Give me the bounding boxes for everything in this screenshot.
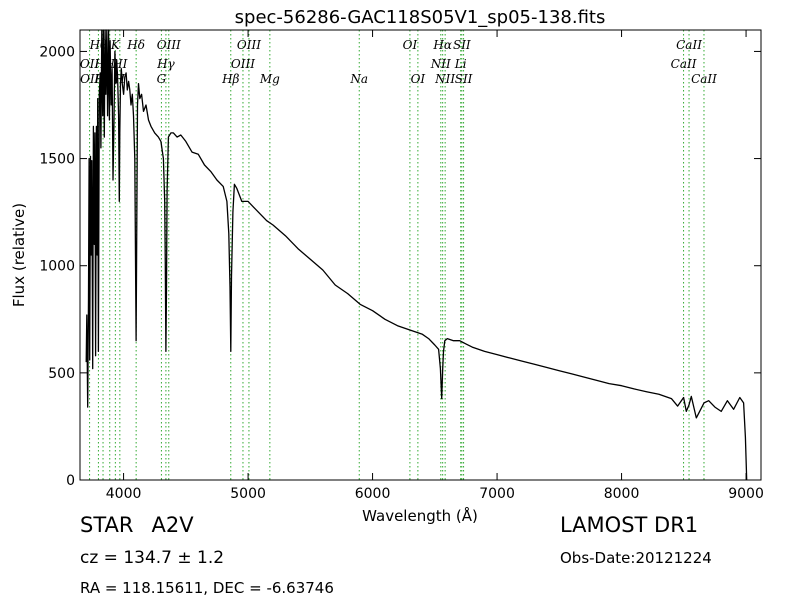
- line-label-row3-9: SII: [455, 72, 473, 86]
- line-label-row2-6: NII: [430, 57, 451, 71]
- survey-label: LAMOST DR1: [560, 513, 699, 537]
- spectral-line-markers: [89, 30, 705, 480]
- line-label-row2-0: OII: [80, 57, 100, 71]
- y-axis-ticks: 0 500 1000 1500 2000: [39, 44, 761, 489]
- line-label-top-4: OIII: [237, 38, 261, 52]
- line-label-top-7: SII: [453, 38, 471, 52]
- y-tick-label-0: 0: [66, 473, 75, 489]
- line-label-top-5: OI: [403, 38, 418, 52]
- line-label-row3-5: Mg: [259, 72, 280, 86]
- redshift-label: cz = 134.7 ± 1.2: [80, 548, 225, 568]
- x-axis-ticks: 4000 5000 6000 7000 8000 9000: [106, 30, 764, 502]
- obs-date-label: Obs-Date:20121224: [560, 549, 712, 567]
- line-label-top-6: Hα: [432, 38, 452, 52]
- line-label-row3-8: NII: [434, 72, 455, 86]
- line-label-row3-4: Hβ: [221, 72, 239, 86]
- line-label-row2-8: CaII: [671, 57, 697, 71]
- line-label-top-8: CaII: [676, 38, 702, 52]
- line-label-row2-3: HI: [111, 57, 127, 71]
- line-label-row3-7: OI: [411, 72, 426, 86]
- x-tick-label-2: 6000: [355, 486, 391, 502]
- y-tick-label-1: 500: [48, 366, 75, 382]
- line-label-top-2: Hδ: [126, 38, 145, 52]
- class-label: STAR: [80, 513, 134, 537]
- line-label-row2-4: Hγ: [156, 57, 175, 71]
- line-label-row2-5: OIII: [231, 57, 255, 71]
- x-tick-label-1: 5000: [230, 486, 266, 502]
- subclass-label: A2V: [151, 513, 194, 537]
- y-tick-label-2: 1000: [39, 259, 75, 275]
- y-axis-label: Flux (relative): [10, 203, 28, 307]
- y-tick-label-4: 2000: [39, 44, 75, 60]
- x-axis-label: Wavelength (Å): [362, 506, 478, 525]
- y-tick-label-3: 1500: [39, 152, 75, 168]
- plot-frame: [79, 29, 762, 481]
- line-label-row3-6: Na: [349, 72, 368, 86]
- line-label-top-1: K: [110, 38, 121, 52]
- object-class: STAR A2V: [80, 513, 194, 537]
- x-tick-label-5: 9000: [728, 486, 764, 502]
- spectrum-series-line: [85, 29, 748, 481]
- x-tick-label-3: 7000: [479, 486, 515, 502]
- ra-dec-label: RA = 118.15611, DEC = -6.63746: [80, 579, 334, 597]
- line-label-row3-3: G: [157, 72, 167, 86]
- chart-title: spec-56286-GAC118S05V1_sp05-138.fits: [235, 7, 606, 28]
- line-label-row3-10: CaII: [691, 72, 717, 86]
- line-label-row3-0: OII: [80, 72, 100, 86]
- line-label-row2-7: Li: [454, 57, 467, 71]
- x-tick-label-0: 4000: [106, 486, 142, 502]
- x-tick-label-4: 8000: [604, 486, 640, 502]
- line-label-top-3: OIII: [157, 38, 181, 52]
